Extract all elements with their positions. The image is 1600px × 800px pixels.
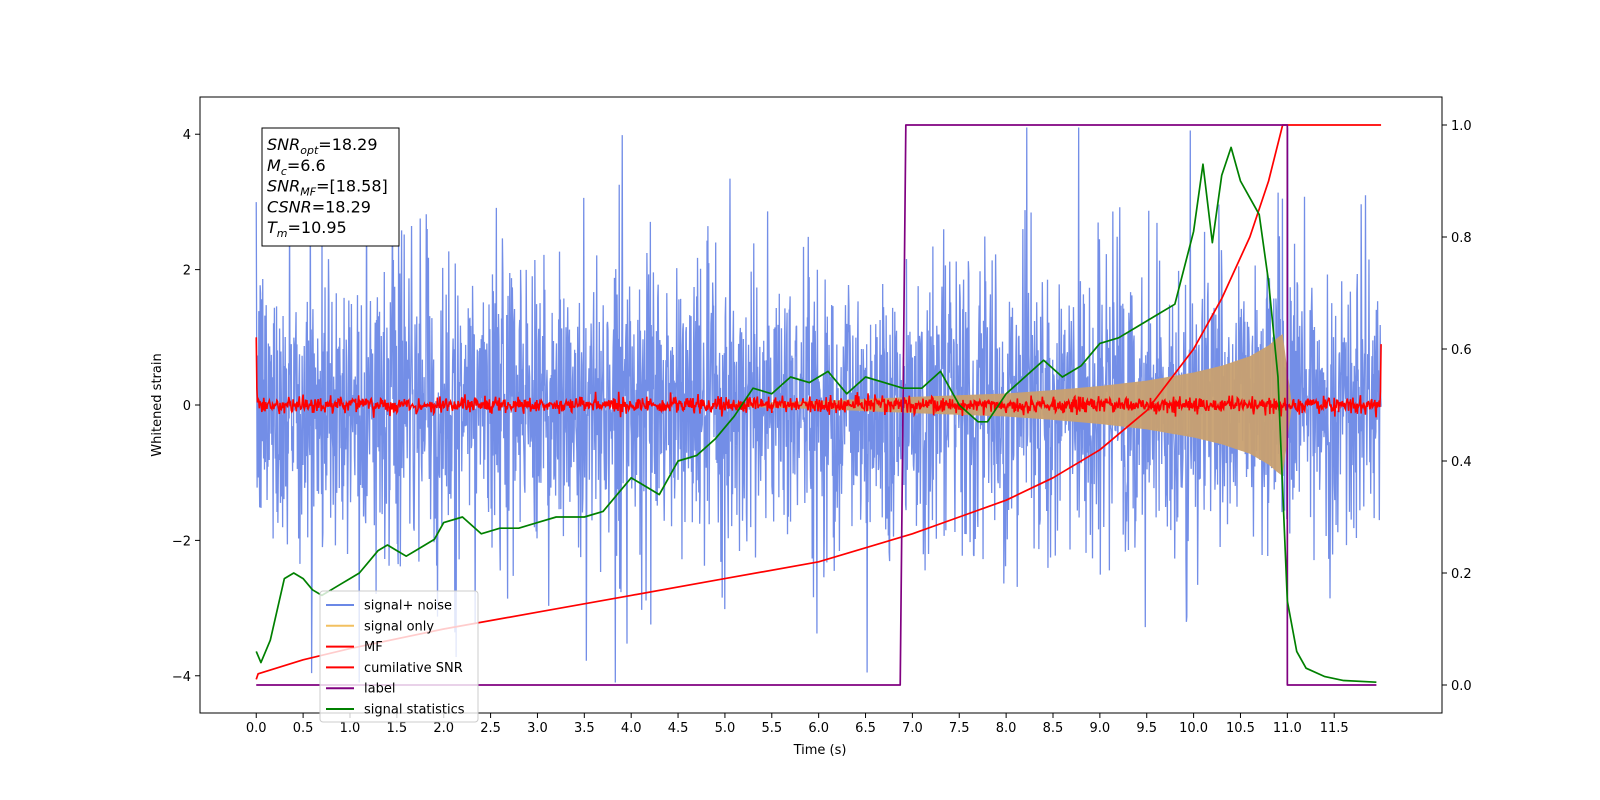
x-tick-label: 4.5 xyxy=(668,721,689,736)
x-tick-label: 8.0 xyxy=(996,721,1017,736)
annotation-line: Tm=10.95 xyxy=(267,218,347,240)
x-tick-label: 0.5 xyxy=(293,721,314,736)
x-tick-label: 5.5 xyxy=(761,721,782,736)
y-axis-right: 0.0 0.2 0.4 0.6 0.8 1.0 xyxy=(1442,119,1472,694)
y-left-tick-label: −4 xyxy=(172,670,191,685)
x-tick-label: 10.5 xyxy=(1226,721,1255,736)
x-tick-label: 9.0 xyxy=(1090,721,1111,736)
x-axis: 0.0 0.5 1.0 1.5 2.0 2.5 3.0 3.5 4.0 4.5 5.0 5.5 6.0 6… xyxy=(246,713,1349,736)
x-tick-label: 9.5 xyxy=(1136,721,1157,736)
legend-label: signal only xyxy=(364,619,434,634)
legend: signal+ noise signal only MF cumilative SNR… xyxy=(319,590,479,723)
y-right-tick-label: 0.8 xyxy=(1451,231,1472,246)
annotation-line: Mc=6.6 xyxy=(267,156,326,178)
x-tick-label: 4.0 xyxy=(621,721,642,736)
annotation-frame xyxy=(261,127,400,247)
y-left-tick-label: 4 xyxy=(183,128,191,143)
annotation-box: SNRopt=18.29Mc=6.6SNRMF=[18.58]CSNR=18.2… xyxy=(261,127,400,247)
y-right-tick-label: 0.4 xyxy=(1451,455,1472,470)
x-tick-label: 0.0 xyxy=(246,721,267,736)
x-axis-label: Time (s) xyxy=(793,743,847,758)
x-tick-label: 2.0 xyxy=(433,721,454,736)
x-tick-label: 5.0 xyxy=(715,721,736,736)
x-tick-label: 7.0 xyxy=(902,721,923,736)
series-label xyxy=(256,124,1377,686)
y-right-tick-label: 0.0 xyxy=(1451,679,1472,694)
legend-label: signal statistics xyxy=(364,703,465,718)
x-tick-label: 8.5 xyxy=(1043,721,1064,736)
series-signal-statistics xyxy=(255,146,1377,684)
series-mf xyxy=(255,337,1382,418)
x-tick-label: 1.0 xyxy=(340,721,361,736)
x-tick-label: 3.0 xyxy=(527,721,548,736)
x-tick-label: 10.0 xyxy=(1179,721,1208,736)
y-axis-left: −4 −2 0 2 4 xyxy=(172,128,200,685)
y-left-tick-label: 2 xyxy=(183,264,191,279)
x-tick-label: 6.5 xyxy=(855,721,876,736)
x-tick-label: 2.5 xyxy=(480,721,501,736)
y-left-tick-label: −2 xyxy=(172,534,191,549)
annotation-line: SNRopt=18.29 xyxy=(267,135,378,157)
legend-frame xyxy=(319,590,479,723)
x-tick-label: 11.0 xyxy=(1273,721,1302,736)
legend-label: cumilative SNR xyxy=(364,661,463,676)
legend-label: MF xyxy=(364,640,383,655)
legend-label: label xyxy=(364,682,395,697)
y-left-tick-label: 0 xyxy=(183,399,191,414)
legend-label: signal+ noise xyxy=(364,599,452,614)
x-tick-label: 11.5 xyxy=(1320,721,1349,736)
y-axis-label: Whitened strain xyxy=(150,353,165,456)
x-tick-label: 3.5 xyxy=(574,721,595,736)
x-tick-label: 7.5 xyxy=(949,721,970,736)
x-tick-label: 6.0 xyxy=(808,721,829,736)
x-tick-label: 1.5 xyxy=(387,721,408,736)
y-right-tick-label: 1.0 xyxy=(1451,119,1472,134)
annotation-line: SNRMF=[18.58] xyxy=(267,177,388,199)
annotation-line: CSNR=18.29 xyxy=(267,197,371,216)
y-right-tick-label: 0.2 xyxy=(1451,567,1472,582)
y-right-tick-label: 0.6 xyxy=(1451,343,1472,358)
